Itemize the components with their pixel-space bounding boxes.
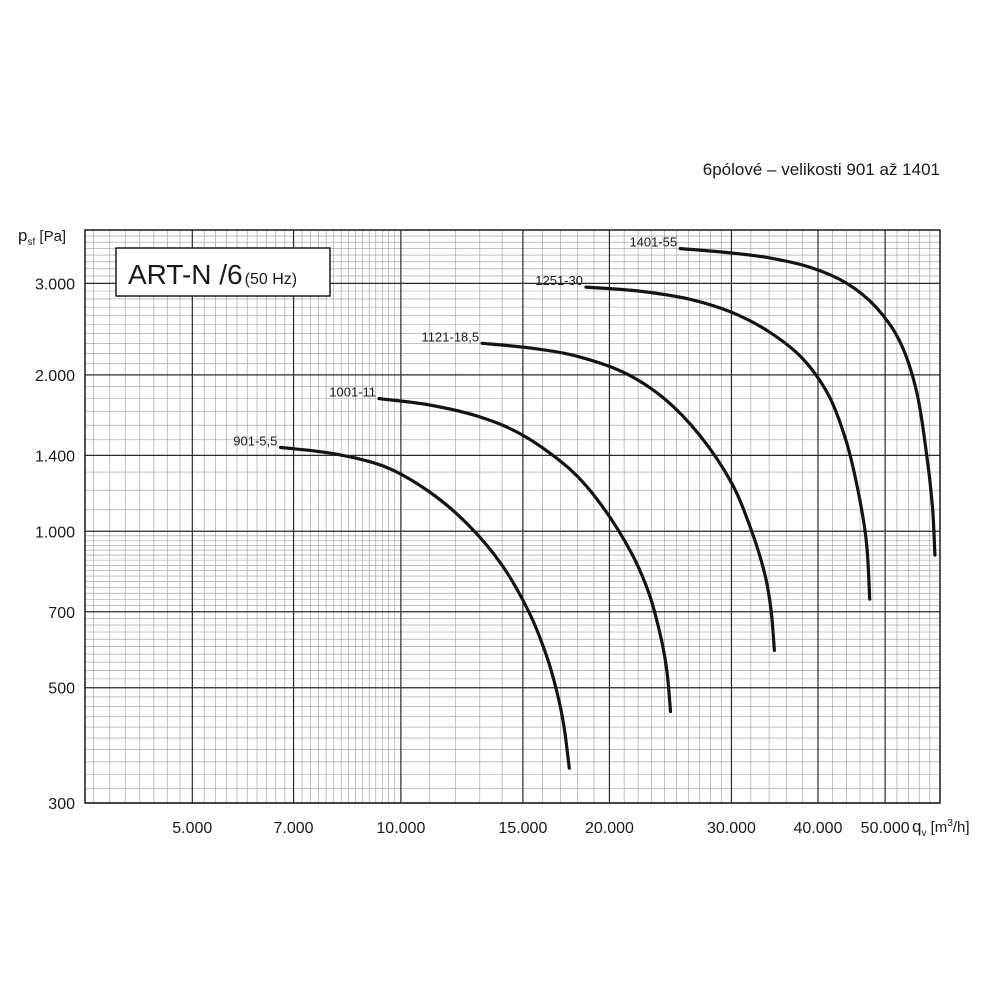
y-tick-label: 3.000: [35, 276, 75, 293]
chart-title: ART-N /6: [128, 259, 243, 290]
y-axis-label: psf [Pa]: [18, 226, 66, 248]
x-axis-unit-superscript: 3: [947, 818, 953, 829]
y-tick-label: 700: [48, 605, 75, 622]
y-tick-label: 2.000: [35, 368, 75, 385]
curve-label: 1401-55: [629, 235, 677, 250]
x-tick-label: 7.000: [274, 820, 314, 837]
x-axis-subscript: v: [921, 828, 926, 839]
x-tick-label: 20.000: [585, 820, 634, 837]
curve-label: 1251-30: [535, 273, 583, 288]
y-tick-label: 1.400: [35, 448, 75, 465]
curve-label: 1001-11: [329, 385, 376, 400]
curve-label: 1121-18,5: [422, 329, 480, 344]
y-tick-label: 500: [48, 681, 75, 698]
major-gridlines: [85, 230, 940, 804]
curve-line-1251-30: [584, 285, 872, 601]
x-tick-label: 30.000: [707, 820, 756, 837]
y-tick-label: 300: [48, 796, 75, 813]
y-tick-labels: 300 500 700 1.000 1.400 2.000 3.000: [35, 276, 75, 813]
y-tick-label: 1.000: [35, 524, 75, 541]
curve-line-1001-11: [377, 397, 673, 714]
x-axis-unit-prefix: [m: [926, 819, 947, 836]
x-axis-label: qv [m3/h]: [912, 817, 970, 839]
curve-line-1401-55: [678, 247, 937, 557]
x-axis-symbol: q: [912, 817, 921, 836]
svg-text:qv [m3/h]: qv [m3/h]: [912, 817, 970, 839]
x-tick-label: 40.000: [794, 820, 843, 837]
curve-label: 901-5,5: [233, 433, 277, 448]
svg-text:psf [Pa]: psf [Pa]: [18, 226, 66, 248]
chart-subtitle: 6pólové – velikosti 901 až 1401: [702, 160, 940, 179]
svg-text:ART-N /6(50 Hz): ART-N /6 (50 Hz): [128, 259, 297, 290]
x-axis-unit-suffix: /h]: [953, 819, 970, 836]
x-tick-label: 5.000: [172, 820, 212, 837]
curve-series: 901-5,5 1001-11 1121-18,5 1251-30 1401-55: [233, 235, 937, 770]
x-tick-label: 15.000: [498, 820, 547, 837]
plot-frame: [84, 229, 941, 804]
x-tick-label: 10.000: [376, 820, 425, 837]
minor-gridlines: [85, 230, 940, 803]
chart-title-box: ART-N /6 (50 Hz): [115, 247, 331, 297]
curve-line-901-5,5: [278, 445, 571, 770]
chart-title-frequency: (50 Hz): [245, 271, 297, 288]
x-tick-label: 50.000: [861, 820, 910, 837]
curve-line-1121-18,5: [480, 341, 776, 652]
y-axis-unit: [Pa]: [35, 228, 66, 245]
y-axis-symbol: p: [18, 226, 27, 245]
y-axis-subscript: sf: [27, 237, 35, 248]
x-tick-labels: 5.000 7.000 10.000 15.000 20.000 30.000 40.000…: [172, 820, 909, 837]
chart-title-frame: [115, 247, 331, 297]
